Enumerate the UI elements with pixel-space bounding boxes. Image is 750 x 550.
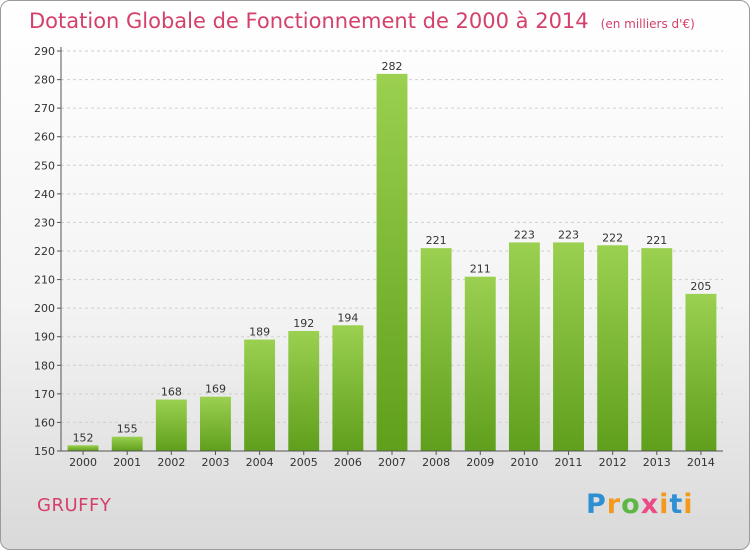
data-label: 221 (426, 234, 447, 247)
axes: 150 160 170 180 190 200 210 220 230 240 250 260 270 2… (34, 45, 723, 469)
x-tick-label: 2012 (599, 456, 627, 469)
data-label: 169 (205, 383, 226, 396)
chart-title: Dotation Globale de Fonctionnement de 20… (29, 9, 695, 33)
data-label: 194 (337, 311, 358, 324)
bar (553, 242, 584, 451)
bar (244, 339, 276, 451)
bar (200, 396, 231, 451)
y-tick-label: 180 (34, 359, 55, 372)
proxiti-logo[interactable]: Proxiti (586, 489, 694, 520)
bar (376, 73, 408, 451)
bars (67, 73, 717, 451)
x-tick-label: 2007 (378, 456, 406, 469)
logo-letter: x (640, 489, 660, 520)
logo-letter: P (586, 489, 607, 520)
place-name: GRUFFY (37, 495, 112, 516)
bar (420, 248, 452, 451)
x-tick-label: 2003 (201, 456, 229, 469)
x-tick-label: 2000 (69, 456, 97, 469)
y-tick-label: 260 (34, 131, 55, 144)
x-tick-label: 2010 (510, 456, 538, 469)
chart-title-text: Dotation Globale de Fonctionnement de 20… (29, 9, 589, 33)
x-tick-label: 2005 (290, 456, 318, 469)
data-label: 222 (602, 231, 623, 244)
data-label: 211 (470, 263, 491, 276)
x-tick-label: 2009 (466, 456, 494, 469)
y-tick-label: 290 (34, 45, 55, 58)
y-tick-label: 230 (34, 216, 55, 229)
bar (111, 436, 143, 451)
bar (332, 325, 364, 451)
y-tick-label: 280 (34, 74, 55, 87)
chart-unit: (en milliers d'€) (600, 17, 695, 31)
x-tick-label: 2006 (334, 456, 362, 469)
logo-letter: i (683, 489, 694, 520)
bar (464, 276, 496, 451)
y-tick-label: 250 (34, 159, 55, 172)
bar (155, 399, 187, 451)
y-tick-label: 190 (34, 331, 55, 344)
data-label: 205 (690, 280, 711, 293)
y-tick-label: 210 (34, 274, 55, 287)
x-tick-label: 2001 (113, 456, 141, 469)
data-label: 168 (161, 386, 182, 399)
x-tick-label: 2011 (555, 456, 583, 469)
data-labels: 152 155 168 169 189 192 194 282 221 211 223 223 222 2… (73, 60, 712, 444)
data-label: 223 (558, 228, 579, 241)
x-tick-label: 2013 (643, 456, 671, 469)
bar (288, 331, 320, 451)
data-label: 221 (646, 234, 667, 247)
bar (641, 248, 673, 451)
y-tick-label: 200 (34, 302, 55, 315)
x-tick-label: 2004 (246, 456, 274, 469)
x-tick-label: 2008 (422, 456, 450, 469)
data-label: 155 (117, 423, 138, 436)
y-tick-label: 150 (34, 445, 55, 458)
x-tick-label: 2014 (687, 456, 715, 469)
x-tick-label: 2002 (157, 456, 185, 469)
y-tick-label: 240 (34, 188, 55, 201)
y-tick-label: 170 (34, 388, 55, 401)
data-label: 223 (514, 228, 535, 241)
data-label: 152 (73, 431, 94, 444)
y-tick-label: 160 (34, 416, 55, 429)
bar (685, 293, 717, 451)
logo-letter: r (606, 489, 622, 520)
y-tick-label: 270 (34, 102, 55, 115)
y-tick-label: 220 (34, 245, 55, 258)
bar (508, 242, 540, 451)
data-label: 192 (293, 317, 314, 330)
data-label: 189 (249, 326, 270, 339)
bar (597, 245, 629, 451)
logo-letter: o (621, 489, 641, 520)
bar (67, 445, 99, 451)
logo-letter: t (669, 489, 684, 520)
data-label: 282 (382, 60, 403, 73)
logo-letter: i (659, 489, 670, 520)
